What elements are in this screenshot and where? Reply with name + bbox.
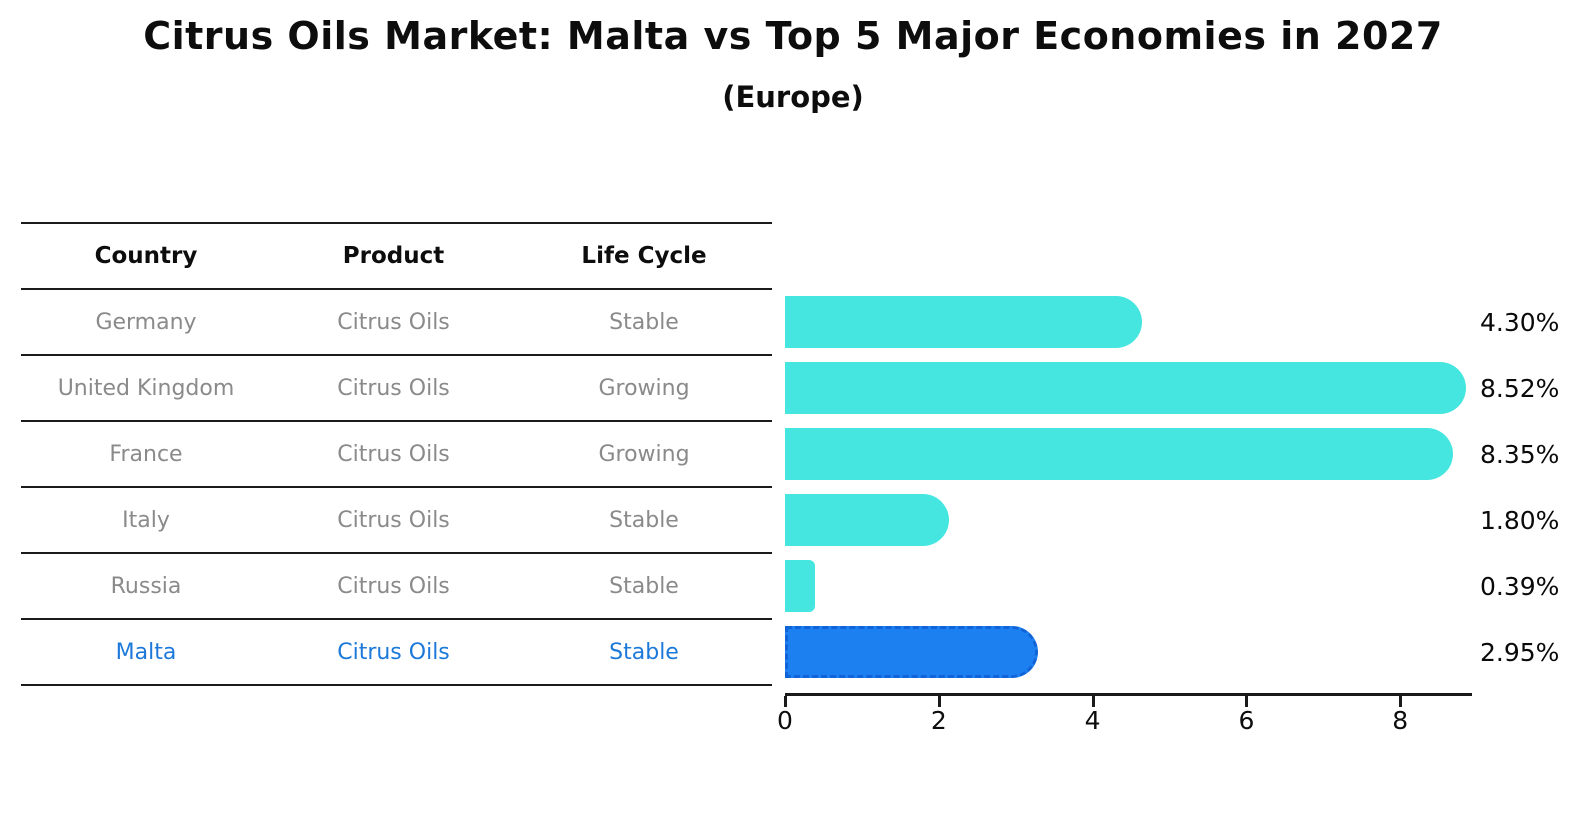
x-axis-tick-label: 2 [930,706,947,735]
bar-row [785,289,1471,355]
table-rule [21,420,772,422]
cell-product: Citrus Oils [337,507,450,533]
cell-life-cycle: Stable [609,507,679,533]
cell-product: Citrus Oils [337,639,450,665]
cell-life-cycle: Stable [609,309,679,335]
x-axis-tick-label: 8 [1392,706,1409,735]
table-row-malta: Malta Citrus Oils Stable [21,619,772,685]
bar-row [785,355,1471,421]
cell-product: Citrus Oils [337,573,450,599]
bar-row [785,487,1471,553]
cell-life-cycle: Stable [609,573,679,599]
cell-country: Italy [122,507,170,533]
x-axis-line [785,693,1472,696]
table-rule [21,288,772,290]
table-rule [21,684,772,686]
table-row-united-kingdom: United Kingdom Citrus Oils Growing [21,355,772,421]
table-rule [21,222,772,224]
table-row-france: France Citrus Oils Growing [21,421,772,487]
bar-row [785,421,1471,487]
x-axis-tick [784,696,787,707]
x-axis-tick [1399,696,1403,707]
table-row-italy: Italy Citrus Oils Stable [21,487,772,553]
table-rule [21,486,772,488]
bar-russia [785,560,815,612]
value-label-france: 8.35% [1480,439,1560,469]
cell-life-cycle: Growing [598,375,690,401]
x-axis-tick-label: 6 [1238,706,1255,735]
cell-country: Germany [95,309,197,335]
value-label-united-kingdom: 8.52% [1480,373,1560,403]
x-axis-tick-label: 4 [1084,706,1101,735]
cell-country: United Kingdom [57,375,235,401]
value-label-germany: 4.30% [1480,307,1560,337]
x-axis-tick-label: 0 [777,706,793,735]
table-header-life-cycle: Life Cycle [581,242,707,269]
cell-country: France [109,441,183,467]
bar-germany [785,296,1142,348]
value-label-italy: 1.80% [1480,505,1560,535]
cell-product: Citrus Oils [337,375,450,401]
bar-france [785,428,1453,480]
cell-life-cycle: Growing [598,441,690,467]
cell-country: Malta [115,639,177,665]
x-axis-tick [1091,696,1095,707]
bar-united-kingdom [785,362,1466,414]
table-rule [21,552,772,554]
cell-product: Citrus Oils [337,309,450,335]
bar-italy [785,494,949,546]
table-header-product: Product [342,242,445,269]
table-header-country: Country [94,242,198,269]
x-axis-tick [1245,696,1249,707]
chart-subtitle: (Europe) [722,80,864,114]
table-row-germany: Germany Citrus Oils Stable [21,289,772,355]
bar-row [785,619,1471,685]
chart-title: Citrus Oils Market: Malta vs Top 5 Major… [143,14,1443,58]
table-rule [21,618,772,620]
table-rule [21,354,772,356]
cell-product: Citrus Oils [337,441,450,467]
x-axis-tick [937,696,941,707]
bar-malta-highlight [785,626,1038,678]
cell-country: Russia [110,573,182,599]
bar-row [785,553,1471,619]
table-header-row: Country Product Life Cycle [21,222,772,289]
value-label-malta: 2.95% [1480,637,1560,667]
table-row-russia: Russia Citrus Oils Stable [21,553,772,619]
value-label-russia: 0.39% [1480,571,1560,601]
cell-life-cycle: Stable [609,639,679,665]
